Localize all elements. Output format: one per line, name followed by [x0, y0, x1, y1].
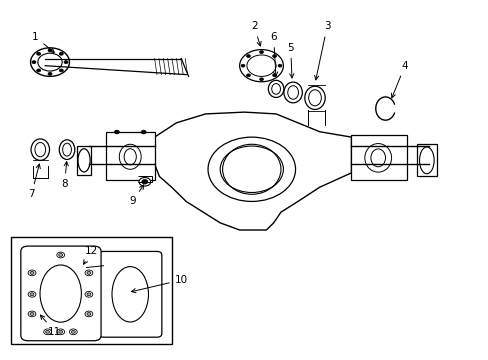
Bar [77, 146, 91, 175]
FancyBboxPatch shape [21, 246, 101, 341]
Circle shape [139, 177, 150, 186]
Circle shape [272, 55, 276, 58]
Circle shape [259, 78, 263, 81]
Circle shape [241, 64, 244, 67]
Text: 3: 3 [314, 21, 330, 80]
Circle shape [37, 52, 41, 55]
Circle shape [59, 69, 63, 72]
Circle shape [87, 271, 91, 274]
Circle shape [246, 55, 250, 58]
Circle shape [59, 253, 62, 256]
Circle shape [259, 51, 263, 54]
Circle shape [48, 49, 52, 52]
Text: 1: 1 [32, 32, 54, 53]
Text: 12: 12 [83, 247, 98, 264]
Text: 6: 6 [270, 32, 277, 76]
Circle shape [30, 293, 34, 296]
PathPatch shape [106, 132, 154, 180]
Circle shape [71, 330, 75, 333]
Circle shape [30, 312, 34, 315]
Circle shape [45, 330, 49, 333]
Circle shape [142, 180, 147, 184]
Text: 5: 5 [287, 43, 293, 78]
Text: 9: 9 [129, 185, 143, 206]
Circle shape [30, 271, 34, 274]
Circle shape [32, 61, 36, 64]
Text: 2: 2 [250, 21, 261, 46]
Circle shape [59, 330, 62, 333]
Circle shape [272, 74, 276, 77]
Circle shape [59, 52, 63, 55]
Text: 11: 11 [41, 315, 61, 337]
Circle shape [246, 74, 250, 77]
Bar [11, 237, 171, 344]
FancyBboxPatch shape [99, 251, 162, 337]
Circle shape [87, 293, 91, 296]
PathPatch shape [351, 135, 407, 180]
Text: 8: 8 [61, 162, 68, 189]
Circle shape [141, 130, 146, 134]
Circle shape [87, 312, 91, 315]
Circle shape [278, 64, 282, 67]
Text: 10: 10 [131, 275, 187, 293]
Text: 7: 7 [28, 164, 40, 199]
Bar [416, 144, 436, 176]
Circle shape [64, 61, 68, 64]
Circle shape [48, 72, 52, 75]
Circle shape [114, 130, 119, 134]
PathPatch shape [154, 112, 351, 230]
Circle shape [37, 69, 41, 72]
Text: 4: 4 [391, 61, 407, 98]
